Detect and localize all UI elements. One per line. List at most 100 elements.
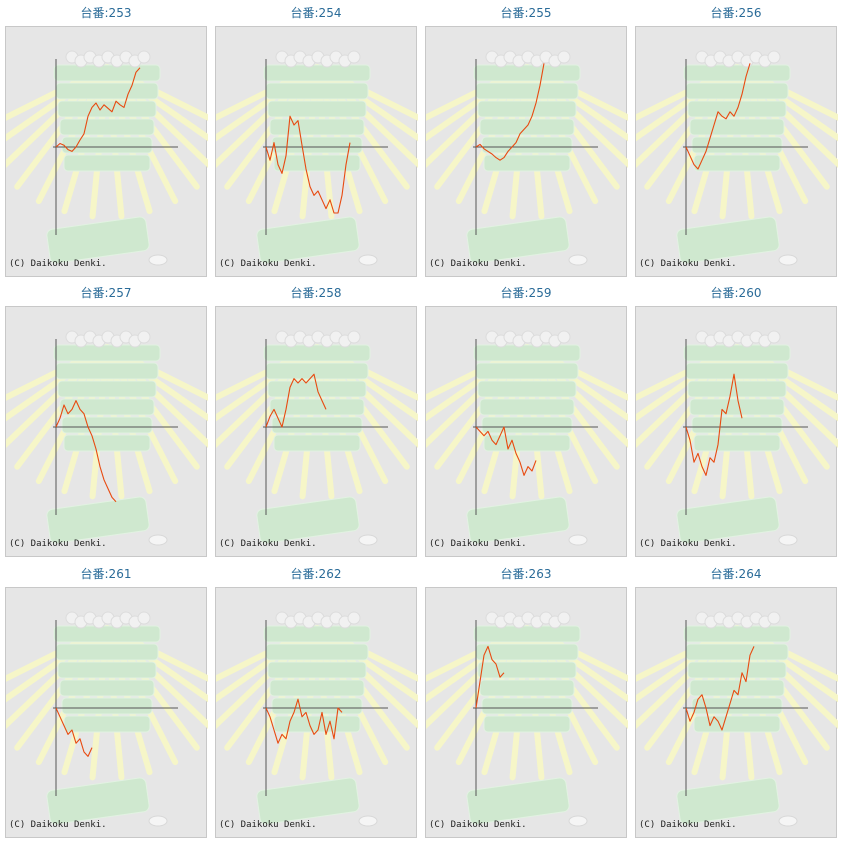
series-line — [685, 646, 755, 731]
tray-shape — [273, 154, 361, 172]
tray-shape — [269, 679, 365, 697]
ball-shape — [137, 50, 151, 64]
tray-shape — [483, 434, 571, 452]
tray-shape — [267, 100, 367, 118]
tray-shape — [475, 82, 579, 100]
tray-shape — [267, 661, 367, 679]
chart-title[interactable]: 台番:256 — [710, 6, 762, 20]
chart-panel: (C) Daikoku Denki. — [635, 306, 838, 557]
tray-shape — [683, 344, 791, 362]
tray-shape — [479, 398, 575, 416]
chart-title[interactable]: 台番:257 — [80, 286, 132, 300]
background-artwork — [426, 611, 628, 827]
chart-cell: 台番:261 (C) Daikoku Denki. — [5, 564, 208, 838]
coin-shape — [358, 534, 378, 546]
tray-shape — [483, 715, 571, 733]
chart-panel: (C) Daikoku Denki. — [425, 26, 628, 277]
tray-shape — [685, 643, 789, 661]
coin-shape — [778, 254, 798, 266]
chart-title[interactable]: 台番:263 — [500, 567, 552, 581]
tray-shape — [55, 362, 159, 380]
chart-title[interactable]: 台番:262 — [290, 567, 342, 581]
chart-title[interactable]: 台番:259 — [500, 286, 552, 300]
tray-shape — [55, 643, 159, 661]
line-chart — [216, 50, 418, 266]
bottom-tray-shape — [256, 496, 360, 544]
chart-cell: 台番:257 (C) Daikoku Denki. — [5, 283, 208, 557]
tray-shape — [473, 344, 581, 362]
series-line — [685, 373, 743, 476]
tray-shape — [63, 154, 151, 172]
copyright-text: (C) Daikoku Denki. — [429, 539, 527, 549]
chart-title[interactable]: 台番:258 — [290, 286, 342, 300]
tray-shape — [63, 434, 151, 452]
background-artwork — [6, 611, 208, 827]
tray-shape — [691, 136, 783, 154]
ball-shape — [347, 50, 361, 64]
ball-shape — [137, 611, 151, 625]
chart-title[interactable]: 台番:254 — [290, 6, 342, 20]
ball-shape — [767, 611, 781, 625]
chart-title[interactable]: 台番:260 — [710, 286, 762, 300]
copyright-text: (C) Daikoku Denki. — [639, 820, 737, 830]
tray-shape — [263, 64, 371, 82]
tray-shape — [273, 434, 361, 452]
tray-shape — [53, 344, 161, 362]
bottom-tray-shape — [466, 777, 570, 825]
copyright-text: (C) Daikoku Denki. — [9, 820, 107, 830]
series-line — [55, 707, 93, 757]
bottom-tray-shape — [466, 496, 570, 544]
tray-shape — [53, 64, 161, 82]
line-chart — [216, 611, 418, 827]
tray-shape — [691, 416, 783, 434]
bottom-tray-shape — [466, 216, 570, 264]
bottom-tray-shape — [46, 496, 150, 544]
ball-shape — [137, 330, 151, 344]
tray-shape — [59, 118, 155, 136]
tray-shape — [271, 697, 363, 715]
background-artwork — [426, 330, 628, 546]
background-artwork — [6, 50, 208, 266]
tray-shape — [473, 64, 581, 82]
background-artwork — [426, 50, 628, 266]
chart-title[interactable]: 台番:264 — [710, 567, 762, 581]
chart-cell: 台番:253 (C) Daikoku Denki. — [5, 3, 208, 277]
coin-shape — [568, 815, 588, 827]
background-artwork — [636, 50, 838, 266]
tray-shape — [57, 100, 157, 118]
chart-cell: 台番:262 (C) Daikoku Denki. — [215, 564, 418, 838]
tray-shape — [689, 398, 785, 416]
chart-panel: (C) Daikoku Denki. — [635, 26, 838, 277]
copyright-text: (C) Daikoku Denki. — [639, 539, 737, 549]
copyright-text: (C) Daikoku Denki. — [219, 259, 317, 269]
tray-shape — [61, 136, 153, 154]
tray-shape — [693, 715, 781, 733]
tray-shape — [61, 416, 153, 434]
bottom-tray-shape — [46, 216, 150, 264]
tray-shape — [685, 82, 789, 100]
tray-shape — [57, 380, 157, 398]
tray-shape — [477, 661, 577, 679]
chart-title[interactable]: 台番:261 — [80, 567, 132, 581]
tray-shape — [693, 434, 781, 452]
tray-shape — [263, 344, 371, 362]
chart-panel: (C) Daikoku Denki. — [635, 587, 838, 838]
coin-shape — [358, 254, 378, 266]
tray-shape — [477, 100, 577, 118]
copyright-text: (C) Daikoku Denki. — [639, 259, 737, 269]
tray-shape — [481, 136, 573, 154]
tray-shape — [63, 715, 151, 733]
tray-shape — [479, 679, 575, 697]
chart-title[interactable]: 台番:255 — [500, 6, 552, 20]
tray-shape — [265, 643, 369, 661]
tray-shape — [53, 625, 161, 643]
background-artwork — [636, 330, 838, 546]
chart-cell: 台番:264 (C) Daikoku Denki. — [635, 564, 838, 838]
chart-panel: (C) Daikoku Denki. — [215, 26, 418, 277]
tray-shape — [55, 82, 159, 100]
line-chart — [426, 611, 628, 827]
ball-shape — [557, 611, 571, 625]
ball-shape — [557, 50, 571, 64]
chart-title[interactable]: 台番:253 — [80, 6, 132, 20]
tray-shape — [481, 697, 573, 715]
